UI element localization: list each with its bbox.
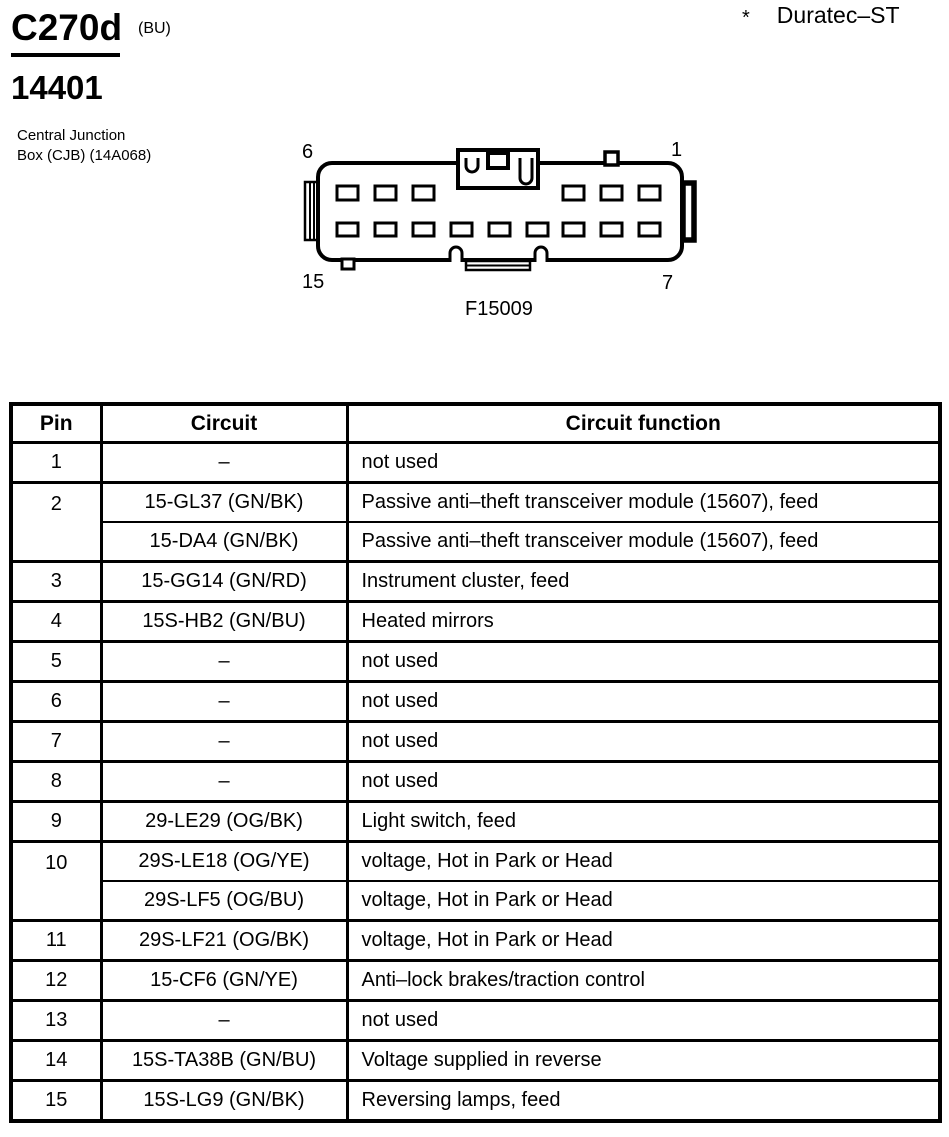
- figure-id-caption: F15009: [465, 298, 533, 320]
- function-cell: Passive anti–theft transceiver module (1…: [345, 481, 942, 523]
- function-cell: not used: [345, 760, 942, 803]
- function-cell: not used: [345, 680, 942, 723]
- pin-label-top-left: 6: [302, 141, 313, 163]
- table-row: 14 15S-TA38B (GN/BU) Voltage supplied in…: [9, 1039, 942, 1082]
- pin-cell: 13: [9, 999, 103, 1042]
- function-cell: Heated mirrors: [345, 600, 942, 643]
- function-cell: Reversing lamps, feed: [345, 1079, 942, 1123]
- table-row: 9 29-LE29 (OG/BK) Light switch, feed: [9, 800, 942, 843]
- table-row: 4 15S-HB2 (GN/BU) Heated mirrors: [9, 600, 942, 643]
- component-name: Central Junction Box (CJB) (14A068): [17, 126, 151, 166]
- component-name-line2: Box (CJB) (14A068): [17, 147, 152, 164]
- table-row: 3 15-GG14 (GN/RD) Instrument cluster, fe…: [9, 560, 942, 603]
- circuit-cell: –: [99, 720, 349, 763]
- function-cell: voltage, Hot in Park or Head: [345, 880, 942, 922]
- pin-cell: 11: [9, 919, 103, 962]
- title-underline: [11, 53, 120, 57]
- function-cell: Light switch, feed: [345, 800, 942, 843]
- table-row: 12 15-CF6 (GN/YE) Anti–lock brakes/tract…: [9, 959, 942, 1002]
- circuit-cell: 15-CF6 (GN/YE): [99, 959, 349, 1002]
- pin-cell: 2: [9, 481, 103, 563]
- connector-diagram: 6 1 15 7 F15009: [302, 139, 697, 320]
- table-row: 10 29S-LE18 (OG/YE) voltage, Hot in Park…: [9, 840, 942, 922]
- pin-cavities-top-row: [335, 184, 662, 202]
- function-cell: voltage, Hot in Park or Head: [345, 919, 942, 962]
- pin-cavities-bottom-row: [335, 221, 662, 238]
- pin-cell: 14: [9, 1039, 103, 1082]
- circuit-cell: –: [99, 640, 349, 683]
- circuit-cell: –: [99, 680, 349, 723]
- pin-cell: 3: [9, 560, 103, 603]
- table-subrow: 29S-LF5 (OG/BU) voltage, Hot in Park or …: [11, 880, 942, 922]
- function-cell: not used: [345, 720, 942, 763]
- function-cell: Voltage supplied in reverse: [345, 1039, 942, 1082]
- pin-cell: 7: [9, 720, 103, 763]
- table-row: 11 29S-LF21 (OG/BK) voltage, Hot in Park…: [9, 919, 942, 962]
- pin-cell: 5: [9, 640, 103, 683]
- function-cell: not used: [345, 999, 942, 1042]
- circuit-cell: 15-GG14 (GN/RD): [99, 560, 349, 603]
- circuit-cell: 15-DA4 (GN/BK): [99, 521, 349, 563]
- connector-bottom-tab: [340, 257, 356, 271]
- table-subrow: 15-DA4 (GN/BK) Passive anti–theft transc…: [11, 521, 942, 563]
- function-cell: not used: [345, 640, 942, 683]
- function-cell: voltage, Hot in Park or Head: [345, 840, 942, 882]
- circuit-cell: 29S-LE18 (OG/YE): [99, 840, 349, 882]
- pin-label-bottom-left: 15: [302, 271, 324, 293]
- circuit-cell: 15S-LG9 (GN/BK): [99, 1079, 349, 1123]
- circuit-cell: –: [99, 760, 349, 803]
- connector-latch: [456, 148, 540, 190]
- col-header-pin: Pin: [9, 402, 103, 444]
- connector-bottom-ridge: [464, 259, 532, 272]
- footnote-asterisk: *: [742, 7, 750, 29]
- table-row: 8 – not used: [9, 760, 942, 803]
- pin-cell: 8: [9, 760, 103, 803]
- table-row: 5 – not used: [9, 640, 942, 683]
- part-number: 14401: [11, 69, 103, 106]
- table-row: 6 – not used: [9, 680, 942, 723]
- connector-id-title: C270d: [11, 7, 123, 48]
- table-row: 15 15S-LG9 (GN/BK) Reversing lamps, feed: [9, 1079, 942, 1123]
- engine-note: * Duratec–ST: [742, 2, 900, 29]
- pin-label-top-right: 1: [671, 139, 682, 161]
- function-cell: Instrument cluster, feed: [345, 560, 942, 603]
- connector-right-tab: [680, 180, 697, 243]
- pin-cell: 6: [9, 680, 103, 723]
- table-row: 13 – not used: [9, 999, 942, 1042]
- connector-top-tab: [603, 150, 620, 167]
- component-name-line1: Central Junction: [17, 127, 126, 144]
- pin-cell: 15: [9, 1079, 103, 1123]
- circuit-cell: 29S-LF21 (OG/BK): [99, 919, 349, 962]
- col-header-circuit: Circuit: [99, 402, 349, 444]
- table-header-row: Pin Circuit Circuit function: [9, 402, 942, 444]
- circuit-cell: 15S-HB2 (GN/BU): [99, 600, 349, 643]
- table-row: 7 – not used: [9, 720, 942, 763]
- circuit-cell: –: [99, 999, 349, 1042]
- connector-color-code: (BU): [138, 20, 171, 37]
- pinout-table: Pin Circuit Circuit function 1 – not use…: [9, 402, 942, 1123]
- pin-cell: 10: [9, 840, 103, 922]
- function-cell: not used: [345, 441, 942, 484]
- function-cell: Passive anti–theft transceiver module (1…: [345, 521, 942, 563]
- circuit-cell: 15S-TA38B (GN/BU): [99, 1039, 349, 1082]
- engine-note-text: Duratec–ST: [776, 2, 900, 28]
- table-row: 1 – not used: [9, 441, 942, 484]
- circuit-cell: –: [99, 441, 349, 484]
- pin-cell: 12: [9, 959, 103, 1002]
- circuit-cell: 29-LE29 (OG/BK): [99, 800, 349, 843]
- pin-label-bottom-right: 7: [662, 272, 673, 294]
- circuit-cell: 15-GL37 (GN/BK): [99, 481, 349, 523]
- pin-cell: 1: [9, 441, 103, 484]
- connector-bottom-notches: [448, 245, 549, 262]
- table-row: 2 15-GL37 (GN/BK) Passive anti–theft tra…: [9, 481, 942, 563]
- circuit-cell: 29S-LF5 (OG/BU): [99, 880, 349, 922]
- col-header-circuit-function: Circuit function: [345, 402, 942, 444]
- pin-cell: 9: [9, 800, 103, 843]
- pin-cell: 4: [9, 600, 103, 643]
- function-cell: Anti–lock brakes/traction control: [345, 959, 942, 1002]
